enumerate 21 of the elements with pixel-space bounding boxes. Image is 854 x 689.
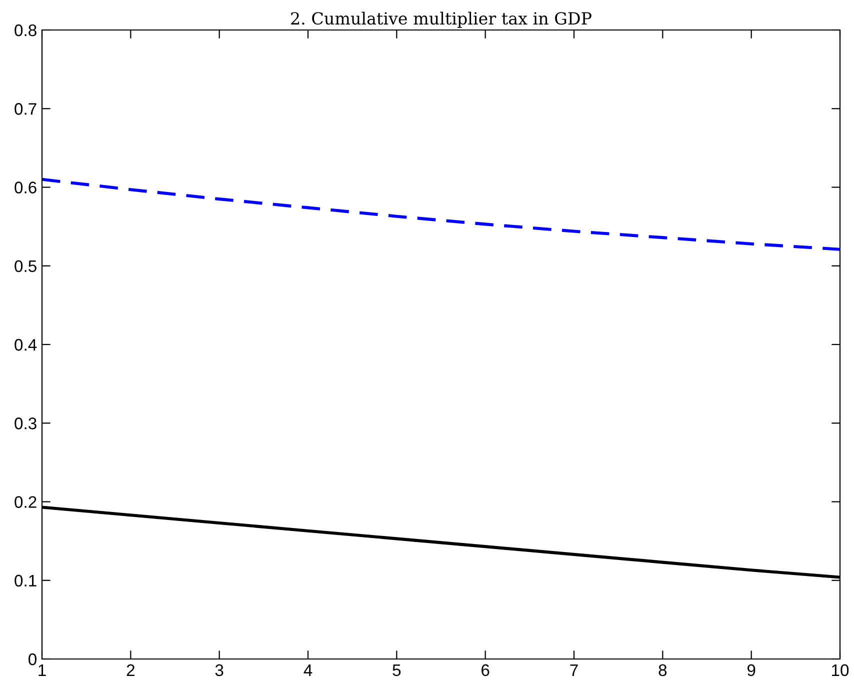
x-tick-label: 7 xyxy=(570,664,578,676)
x-tick-label: 1 xyxy=(38,664,46,676)
line-series xyxy=(42,178,840,251)
x-tick-label: 8 xyxy=(658,664,667,676)
y-tick-label: 0.1 xyxy=(14,574,36,587)
x-tick-label: 4 xyxy=(304,664,312,676)
x-tick-label: 2 xyxy=(126,664,134,676)
y-tick-label: 0.6 xyxy=(14,182,36,194)
y-tick-label: 0.5 xyxy=(14,260,36,272)
y-tick-label: 0.8 xyxy=(14,24,36,36)
y-tick-label: 0.4 xyxy=(14,338,37,351)
x-tick-label: 5 xyxy=(392,664,401,676)
x-tick-label: 6 xyxy=(482,664,490,676)
y-tick-label: 0.3 xyxy=(14,418,36,430)
y-tick-label: 0 xyxy=(28,653,36,666)
x-tick-label: 3 xyxy=(215,664,224,676)
chart-title: 2. Cumulative multiplier tax in GDP xyxy=(291,12,592,28)
y-tick-label: 0.7 xyxy=(14,103,36,115)
x-tick-label: 10 xyxy=(832,664,849,676)
y-tick-label: 0.2 xyxy=(14,496,36,508)
x-tick-label: 9 xyxy=(747,664,756,676)
